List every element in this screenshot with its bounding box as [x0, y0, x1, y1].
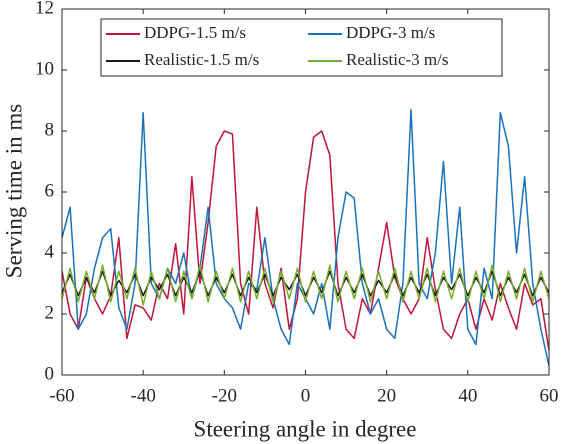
y-tick-label: 10	[35, 58, 54, 79]
series-line	[61, 130, 550, 351]
x-tick-label: 60	[540, 385, 559, 406]
x-tick-label: -20	[212, 385, 237, 406]
x-tick-label: 40	[458, 385, 477, 406]
y-tick-label: 2	[45, 302, 55, 323]
x-tick-label: -60	[49, 385, 74, 406]
y-tick-label: 4	[45, 241, 55, 262]
x-tick-label: 20	[377, 385, 396, 406]
y-tick-label: 0	[45, 363, 55, 384]
x-tick-label: 0	[301, 385, 311, 406]
y-tick-label: 8	[45, 119, 55, 140]
legend-label: Realistic-1.5 m/s	[144, 50, 259, 69]
series-line	[61, 264, 550, 306]
legend-label: DDPG-1.5 m/s	[144, 23, 246, 42]
series-line	[61, 270, 550, 297]
legend-label: Realistic-3 m/s	[346, 50, 448, 69]
y-tick-label: 6	[45, 180, 55, 201]
y-tick-label: 12	[35, 0, 54, 18]
x-tick-label: -40	[131, 385, 156, 406]
x-axis-label: Steering angle in degree	[194, 416, 417, 441]
y-axis-label: Serving time in ms	[1, 104, 26, 278]
legend-label: DDPG-3 m/s	[346, 23, 435, 42]
legend-box	[100, 18, 503, 77]
